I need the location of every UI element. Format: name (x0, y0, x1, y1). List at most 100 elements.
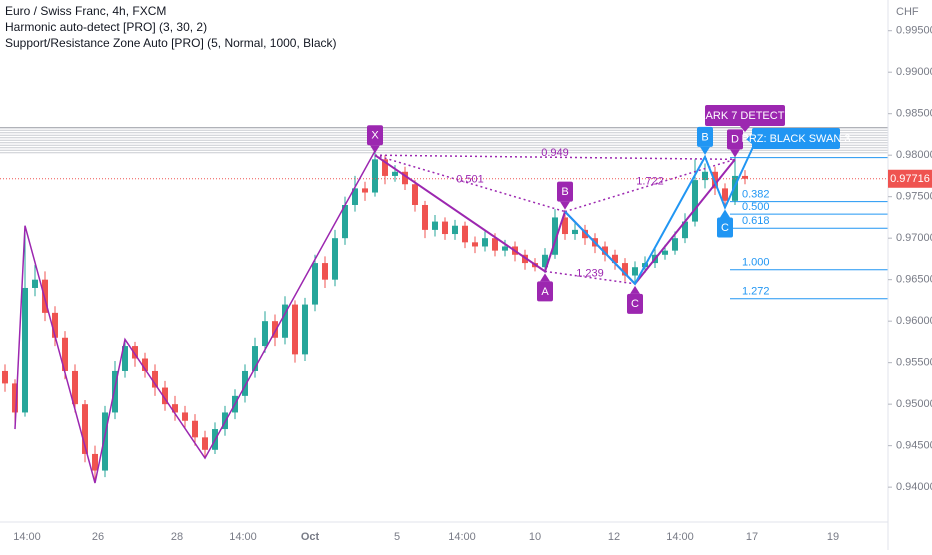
candle-body (132, 346, 138, 359)
candle-body (152, 370, 158, 388)
x-tick-label: 14:00 (448, 531, 476, 543)
candle-body (562, 217, 568, 235)
candle-body (352, 188, 358, 205)
annotation-box (705, 105, 785, 126)
indicator: Support/Resistance Zone Auto [PRO] (5, N… (5, 36, 337, 50)
candle-body (742, 175, 748, 179)
candle-body (472, 242, 478, 247)
pattern-line (564, 142, 756, 286)
annotation: SHARK 7 DETECTED (690, 110, 799, 122)
point-badge (367, 125, 383, 146)
candle-body (332, 238, 338, 280)
candle-body (502, 246, 508, 251)
candle-body (122, 346, 128, 371)
ratio-label: 0.501 (456, 173, 484, 185)
x-tick-label: 10 (529, 531, 541, 543)
candle-body (142, 358, 148, 371)
point-label: C (721, 222, 729, 234)
x-tick-label: 28 (171, 531, 183, 543)
point-badge (697, 126, 713, 147)
candle-body (72, 370, 78, 405)
annotation: PRZ: BLACK SWAN 3 (741, 133, 850, 145)
point-label: A (541, 286, 549, 298)
candle-body (662, 250, 668, 255)
candle-body (312, 263, 318, 305)
candle-body (92, 453, 98, 471)
ratio-line (374, 154, 736, 161)
point-pointer (560, 201, 570, 210)
candle-body (172, 404, 178, 413)
candle-body (432, 221, 438, 230)
candle-body (342, 204, 348, 239)
candle-body (362, 188, 368, 193)
x-tick-label: 14:00 (13, 531, 41, 543)
candle-body (582, 229, 588, 239)
y-tick-label: 0.98000 (896, 149, 932, 161)
candle-body (672, 238, 678, 251)
candle-body (102, 412, 108, 471)
currency: CHF (896, 6, 919, 18)
point-pointer (720, 209, 730, 218)
candle-body (542, 254, 548, 268)
candle-body (182, 412, 188, 421)
chart-title: Euro / Swiss Franc, 4h, FXCM (5, 4, 166, 18)
candle-body (462, 225, 468, 243)
ratio-label: 0.949 (541, 147, 569, 159)
point-badge (727, 129, 743, 150)
candle-body (682, 221, 688, 239)
x-tick-label: 19 (827, 531, 839, 543)
candle-body (442, 221, 448, 235)
point-pointer (700, 146, 710, 155)
ratio-line (374, 154, 566, 213)
candle-body (32, 279, 38, 288)
candle-body (62, 337, 68, 371)
candle-body (242, 370, 248, 396)
y-tick-label: 0.99000 (896, 66, 932, 78)
point-pointer (730, 149, 740, 158)
ratio-line (544, 270, 636, 285)
candle-body (112, 370, 118, 413)
point-pointer (370, 145, 380, 154)
candle-body (42, 279, 48, 313)
point-label: B (701, 131, 708, 143)
fib-label: 0.382 (742, 189, 770, 201)
candle-body (702, 171, 708, 181)
annotation-pointer (740, 126, 750, 132)
indicator: Harmonic auto-detect [PRO] (3, 30, 2) (5, 20, 207, 34)
y-tick-label: 0.97000 (896, 232, 932, 244)
candle-body (192, 420, 198, 438)
candle-body (52, 312, 58, 338)
candle-body (692, 180, 698, 222)
x-tick-label: 17 (746, 531, 758, 543)
candle-body (392, 171, 398, 176)
candle-body (522, 254, 528, 264)
fib-label: 0.618 (742, 215, 770, 227)
x-tick-label: 12 (608, 531, 620, 543)
point-pointer (540, 273, 550, 282)
y-tick-label: 0.97500 (896, 191, 932, 203)
y-tick-label: 0.96500 (896, 274, 932, 286)
point-label: C (631, 298, 639, 310)
x-tick-label: 5 (394, 531, 400, 543)
candle-body (162, 387, 168, 405)
price-badge (888, 169, 932, 188)
candle-body (372, 159, 378, 193)
candle-body (482, 238, 488, 247)
ratio-label: 1.722 (636, 175, 664, 187)
y-tick-label: 0.95500 (896, 357, 932, 369)
candle-body (572, 229, 578, 235)
price-badge-label: 0.97716 (890, 173, 930, 185)
point-badge (557, 181, 573, 202)
candle-body (552, 217, 558, 255)
fib-label: 1.272 (742, 286, 770, 298)
x-tick-label: 14:00 (229, 531, 257, 543)
y-tick-label: 0.94500 (896, 440, 932, 452)
candle-body (452, 225, 458, 235)
x-tick-label: 26 (92, 531, 104, 543)
candle-body (272, 321, 278, 338)
fib-label: 0.500 (742, 201, 770, 213)
candle-body (302, 304, 308, 355)
annotation-pointer (746, 134, 752, 144)
